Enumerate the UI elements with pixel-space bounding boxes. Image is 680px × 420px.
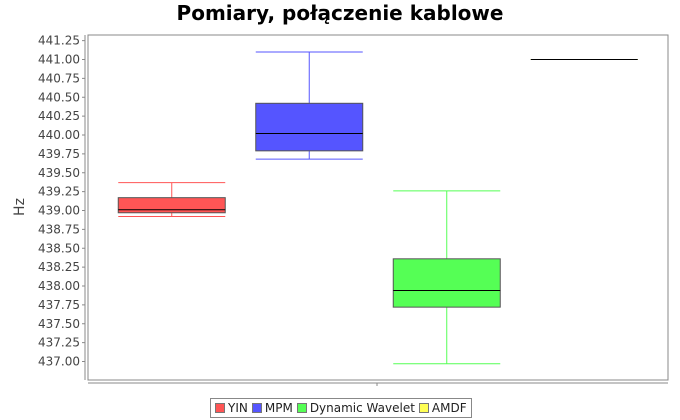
y-tick-label: 440.75 bbox=[38, 71, 80, 85]
y-tick-label: 438.75 bbox=[38, 222, 80, 236]
y-tick-label: 438.25 bbox=[38, 260, 80, 274]
legend-item-amdf: AMDF bbox=[418, 401, 467, 415]
chart-title: Pomiary, połączenie kablowe bbox=[177, 1, 504, 25]
y-tick-label: 438.50 bbox=[38, 241, 80, 255]
box-yin bbox=[117, 182, 226, 218]
legend-swatch bbox=[296, 403, 307, 413]
legend-swatch bbox=[251, 403, 262, 413]
legend-swatch bbox=[418, 403, 429, 413]
y-tick-label: 439.50 bbox=[38, 166, 80, 180]
y-tick-label: 439.75 bbox=[38, 147, 80, 161]
legend: YIN MPM Dynamic Wavelet AMDF bbox=[210, 398, 472, 418]
legend-swatch bbox=[215, 403, 225, 413]
y-tick-label: 441.00 bbox=[38, 53, 80, 67]
y-tick-label: 440.00 bbox=[38, 128, 80, 142]
legend-item-dynamic-wavelet: Dynamic Wavelet bbox=[296, 401, 415, 415]
y-tick-label: 440.50 bbox=[38, 90, 80, 104]
y-axis-label: Hz bbox=[12, 198, 28, 216]
y-tick-label: 439.00 bbox=[38, 204, 80, 218]
legend-item-yin: YIN bbox=[215, 401, 248, 415]
legend-label: YIN bbox=[228, 401, 248, 415]
y-axis: 437.00 437.25 437.50 437.75 438.00 438.25 438.… bbox=[38, 34, 86, 380]
legend-item-mpm: MPM bbox=[251, 401, 293, 415]
y-tick-label: 440.25 bbox=[38, 109, 80, 123]
y-tick-label: 438.00 bbox=[38, 279, 80, 293]
legend-label: AMDF bbox=[431, 401, 467, 415]
y-tick-label: 437.75 bbox=[38, 298, 80, 312]
boxes bbox=[117, 51, 638, 365]
y-tick-label: 437.50 bbox=[38, 317, 80, 331]
box-dynamic-wavelet bbox=[392, 190, 501, 365]
y-tick-label: 439.25 bbox=[38, 185, 80, 199]
legend-label: MPM bbox=[264, 401, 293, 415]
box-mpm bbox=[255, 51, 364, 160]
y-tick-label: 441.25 bbox=[38, 34, 80, 48]
x-axis bbox=[88, 382, 668, 386]
iqr-box bbox=[117, 197, 226, 214]
y-tick-label: 437.00 bbox=[38, 355, 80, 369]
y-tick-label: 437.25 bbox=[38, 336, 80, 350]
iqr-box bbox=[255, 102, 364, 152]
iqr-box bbox=[392, 258, 501, 308]
legend-label: Dynamic Wavelet bbox=[309, 401, 415, 415]
